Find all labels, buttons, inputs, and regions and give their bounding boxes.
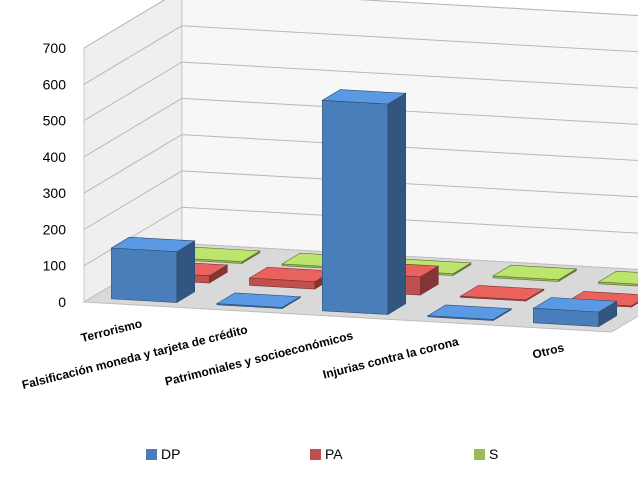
legend-label-pa: PA — [325, 446, 343, 462]
category-label: Otros — [531, 340, 566, 361]
bar-dp-2 — [321, 89, 407, 316]
bar-dp-1 — [215, 292, 302, 310]
bar-top — [532, 297, 618, 313]
legend-label-s: S — [489, 446, 499, 462]
gridline — [83, 0, 638, 49]
gridline — [83, 134, 638, 194]
bar-top — [321, 89, 407, 105]
bar-pa-1 — [248, 266, 334, 290]
bar-front — [322, 99, 389, 315]
bar-dp-0 — [110, 236, 196, 304]
bar-top — [597, 270, 638, 285]
legend-item-dp: DP — [146, 446, 180, 462]
back-wall — [181, 0, 638, 270]
bar-s-4 — [597, 270, 638, 287]
bar-front — [111, 247, 178, 303]
y-tick-label: 200 — [43, 221, 67, 237]
gridline — [83, 97, 638, 158]
legend: DP PA S — [0, 446, 638, 468]
y-tick-label: 0 — [58, 294, 66, 310]
bar-dp-3 — [426, 304, 513, 322]
category-label: Terrorismo — [79, 316, 143, 345]
bar-front — [598, 281, 638, 287]
bar-top — [110, 236, 196, 253]
bar-side — [387, 92, 407, 316]
y-tick-label: 400 — [43, 149, 67, 165]
legend-swatch-dp — [146, 448, 157, 460]
y-tick-label: 500 — [43, 113, 67, 129]
bar-top — [459, 285, 545, 301]
legend-item-pa: PA — [310, 446, 343, 462]
y-tick-label: 700 — [43, 40, 67, 56]
bar-s-3 — [492, 264, 578, 283]
category-label: Falsificación moneda y tarjeta de crédit… — [20, 322, 249, 392]
bar-top — [215, 292, 302, 308]
legend-label-dp: DP — [161, 446, 181, 462]
legend-swatch-s — [474, 448, 485, 460]
gridline — [83, 170, 638, 230]
bar-top — [492, 264, 578, 281]
y-tick-label: 300 — [43, 185, 67, 201]
gridline — [83, 25, 638, 85]
legend-swatch-pa — [310, 448, 321, 460]
gridline — [83, 61, 638, 122]
legend-item-s: S — [474, 446, 498, 462]
y-tick-label: 600 — [43, 76, 67, 92]
bar-dp-4 — [532, 297, 618, 328]
bar-top — [426, 304, 513, 320]
y-tick-label: 100 — [43, 258, 67, 274]
bar-pa-3 — [459, 285, 545, 302]
